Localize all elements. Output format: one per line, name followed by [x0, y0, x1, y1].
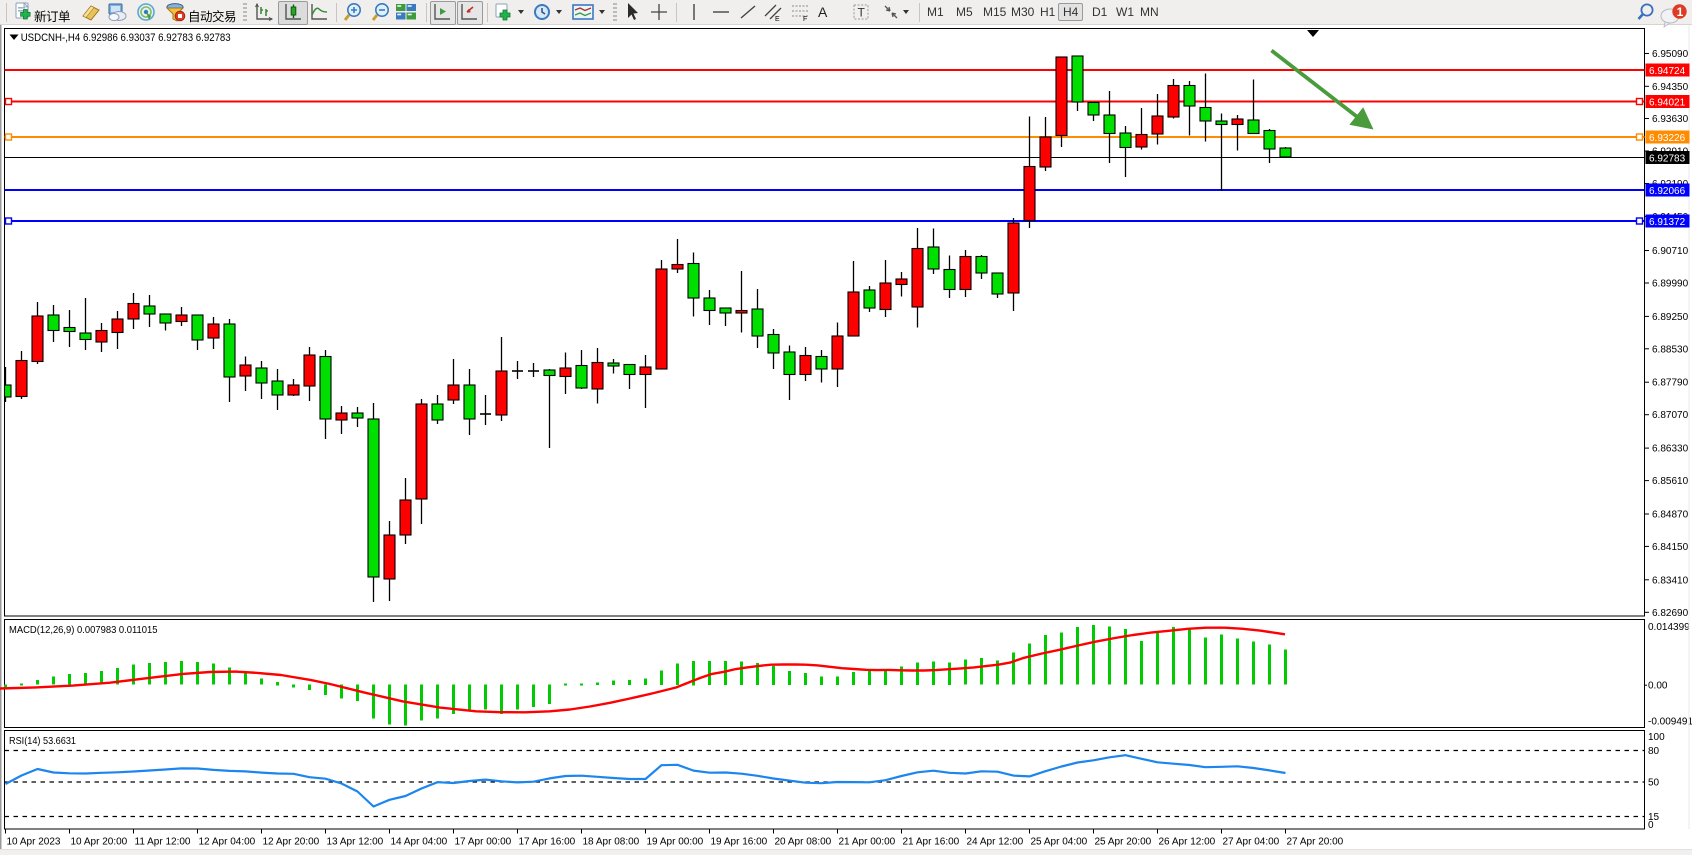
svg-text:13 Apr 12:00: 13 Apr 12:00: [327, 837, 384, 848]
svg-text:6.88530: 6.88530: [1652, 344, 1689, 355]
svg-text:6.93226: 6.93226: [1649, 133, 1686, 144]
svg-text:6.84870: 6.84870: [1652, 510, 1689, 521]
svg-text:10 Apr 20:00: 10 Apr 20:00: [71, 837, 128, 848]
svg-text:6.94021: 6.94021: [1649, 97, 1686, 108]
svg-text:25 Apr 04:00: 25 Apr 04:00: [1031, 837, 1088, 848]
svg-text:1: 1: [1677, 5, 1684, 19]
svg-text:19 Apr 00:00: 19 Apr 00:00: [647, 837, 704, 848]
svg-text:6.90710: 6.90710: [1652, 246, 1689, 257]
svg-text:6.91372: 6.91372: [1649, 217, 1686, 228]
svg-text:20 Apr 08:00: 20 Apr 08:00: [775, 837, 832, 848]
svg-text:18 Apr 08:00: 18 Apr 08:00: [583, 837, 640, 848]
svg-text:19 Apr 16:00: 19 Apr 16:00: [711, 837, 768, 848]
svg-text:6.83410: 6.83410: [1652, 575, 1689, 586]
svg-text:USDCNH-,H4 6.92986 6.93037 6.: USDCNH-,H4 6.92986 6.93037 6.92783 6.927…: [21, 32, 231, 44]
svg-text:17 Apr 00:00: 17 Apr 00:00: [455, 837, 512, 848]
svg-text:E: E: [775, 16, 780, 22]
svg-text:6.92783: 6.92783: [1649, 153, 1686, 164]
svg-text:0.014399: 0.014399: [1648, 622, 1690, 633]
svg-text:-0.009491: -0.009491: [1648, 717, 1692, 728]
svg-text:T: T: [858, 6, 866, 20]
svg-text:6.87790: 6.87790: [1652, 378, 1689, 389]
svg-text:0: 0: [1648, 820, 1654, 831]
svg-text:21 Apr 16:00: 21 Apr 16:00: [903, 837, 960, 848]
svg-text:24 Apr 12:00: 24 Apr 12:00: [967, 837, 1024, 848]
svg-text:6.93630: 6.93630: [1652, 114, 1689, 125]
svg-text:6.86330: 6.86330: [1652, 444, 1689, 455]
svg-text:0.00: 0.00: [1648, 681, 1668, 692]
svg-text:27 Apr 20:00: 27 Apr 20:00: [1287, 837, 1344, 848]
svg-text:MACD(12,26,9) 0.007983 0.01101: MACD(12,26,9) 0.007983 0.011015: [9, 625, 158, 636]
svg-text:RSI(14) 53.6631: RSI(14) 53.6631: [9, 736, 76, 747]
svg-text:F: F: [803, 16, 807, 22]
svg-text:12 Apr 20:00: 12 Apr 20:00: [263, 837, 320, 848]
svg-text:50: 50: [1648, 778, 1660, 789]
svg-text:6.89990: 6.89990: [1652, 279, 1689, 290]
svg-text:6.85610: 6.85610: [1652, 476, 1689, 487]
svg-text:17 Apr 16:00: 17 Apr 16:00: [519, 837, 576, 848]
svg-text:6.84150: 6.84150: [1652, 542, 1689, 553]
svg-text:6.94350: 6.94350: [1652, 82, 1689, 93]
svg-text:6.82690: 6.82690: [1652, 608, 1689, 619]
svg-text:10 Apr 2023: 10 Apr 2023: [7, 837, 61, 848]
svg-text:100: 100: [1648, 732, 1665, 743]
svg-text:6.95090: 6.95090: [1652, 49, 1689, 60]
svg-text:6.89250: 6.89250: [1652, 312, 1689, 323]
svg-text:80: 80: [1648, 746, 1660, 757]
svg-text:11 Apr 12:00: 11 Apr 12:00: [135, 837, 191, 848]
svg-text:14 Apr 04:00: 14 Apr 04:00: [391, 837, 448, 848]
svg-text:12 Apr 04:00: 12 Apr 04:00: [199, 837, 256, 848]
svg-text:26 Apr 12:00: 26 Apr 12:00: [1159, 837, 1216, 848]
svg-text:6.92066: 6.92066: [1649, 186, 1686, 197]
svg-text:25 Apr 20:00: 25 Apr 20:00: [1095, 837, 1152, 848]
svg-text:21 Apr 00:00: 21 Apr 00:00: [839, 837, 896, 848]
svg-text:6.94724: 6.94724: [1649, 66, 1686, 77]
svg-text:6.87070: 6.87070: [1652, 410, 1689, 421]
svg-text:27 Apr 04:00: 27 Apr 04:00: [1223, 837, 1280, 848]
